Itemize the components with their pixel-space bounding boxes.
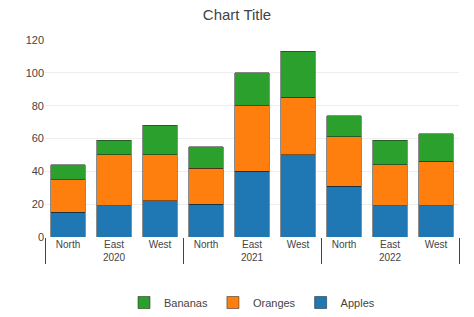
svg-text:20: 20 xyxy=(32,198,44,210)
svg-text:West: West xyxy=(149,239,172,250)
svg-text:East: East xyxy=(242,239,262,250)
svg-text:Oranges: Oranges xyxy=(253,297,296,309)
svg-text:2022: 2022 xyxy=(379,252,402,263)
svg-text:Bananas: Bananas xyxy=(164,297,208,309)
svg-text:2020: 2020 xyxy=(103,252,126,263)
svg-text:West: West xyxy=(425,239,448,250)
svg-text:North: North xyxy=(194,239,218,250)
svg-text:100: 100 xyxy=(26,67,44,79)
svg-text:North: North xyxy=(332,239,356,250)
svg-text:0: 0 xyxy=(38,231,44,243)
svg-text:Chart Title: Chart Title xyxy=(203,6,271,23)
svg-text:2021: 2021 xyxy=(241,252,264,263)
svg-text:80: 80 xyxy=(32,100,44,112)
svg-text:North: North xyxy=(56,239,80,250)
svg-text:East: East xyxy=(104,239,124,250)
svg-text:60: 60 xyxy=(32,132,44,144)
svg-text:East: East xyxy=(380,239,400,250)
svg-text:40: 40 xyxy=(32,165,44,177)
svg-text:Apples: Apples xyxy=(341,297,375,309)
svg-text:120: 120 xyxy=(26,34,44,46)
svg-text:West: West xyxy=(287,239,310,250)
